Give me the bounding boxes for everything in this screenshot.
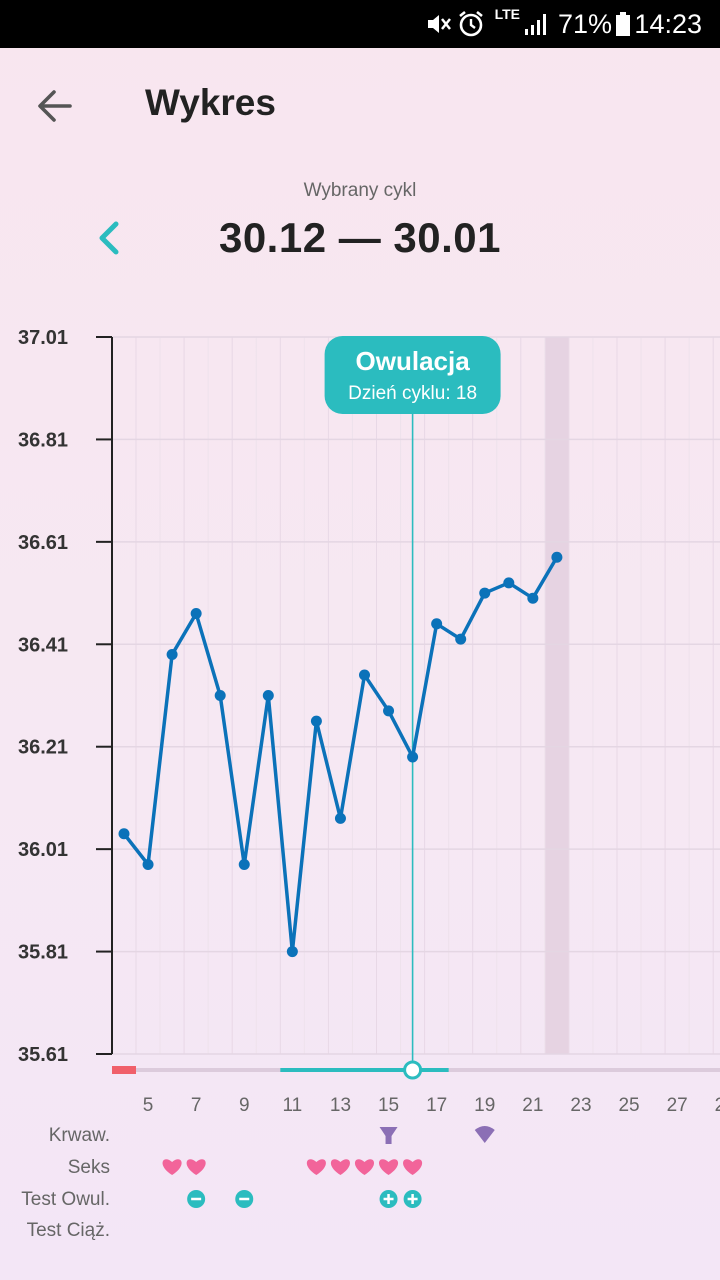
ovulation-subtitle: Dzień cyklu: 18 <box>348 383 477 404</box>
ovulation-tooltip: Owulacja Dzień cyklu: 18 <box>324 336 501 414</box>
temperature-point <box>551 551 563 563</box>
x-tick-label: 11 <box>282 1095 302 1116</box>
temperature-point <box>527 592 539 604</box>
x-tick-label: 25 <box>618 1095 639 1116</box>
x-tick-label: 27 <box>667 1095 688 1116</box>
x-tick-label: 9 <box>239 1095 250 1116</box>
app-bar: Wykres <box>0 48 720 160</box>
y-tick-label: 36.81 <box>18 429 68 451</box>
battery-icon <box>616 12 630 36</box>
x-tick-label: 23 <box>570 1095 591 1116</box>
heart-icon <box>354 1159 375 1175</box>
bleeding-icon <box>474 1126 495 1143</box>
ovulation-tooltip-bg <box>324 336 501 414</box>
signal-icon <box>525 14 546 35</box>
heart-icon <box>403 1159 423 1175</box>
y-tick-label: 36.01 <box>18 839 68 861</box>
network-type: LTE <box>494 6 520 22</box>
battery-percentage: 71% <box>557 9 612 39</box>
temperature-point <box>190 608 202 620</box>
ovulation-title: Owulacja <box>356 346 471 376</box>
temperature-point <box>262 690 274 701</box>
clock: 14:23 <box>634 9 702 39</box>
temperature-point <box>310 715 322 727</box>
x-tick-label: 29 <box>715 1095 720 1116</box>
bleeding-icon <box>379 1127 398 1144</box>
x-tick-label: 5 <box>143 1095 154 1116</box>
y-tick-label: 36.41 <box>18 634 68 656</box>
temperature-point <box>359 669 370 681</box>
temperature-point <box>431 618 443 630</box>
temperature-point <box>214 690 226 701</box>
heart-icon <box>330 1159 351 1175</box>
temperature-line <box>122 556 559 954</box>
temperature-point <box>455 633 467 645</box>
row-label-ovulation-test: Test Owul. <box>21 1189 110 1210</box>
temperature-point <box>118 828 130 840</box>
temperature-point <box>503 577 515 589</box>
temperature-point <box>383 705 395 717</box>
arrow-left-icon[interactable] <box>30 84 82 128</box>
status-bar: LTE 71% 14:23 <box>0 0 720 48</box>
x-tick-label: 17 <box>426 1095 447 1116</box>
cycle-label: Wybrany cykl <box>303 180 417 201</box>
x-tick-label: 19 <box>474 1095 495 1116</box>
x-tick-label: 7 <box>191 1095 202 1116</box>
temperature-point <box>166 649 178 661</box>
x-tick-label: 13 <box>330 1095 351 1116</box>
temperature-point <box>142 859 154 871</box>
y-tick-label: 35.61 <box>18 1044 68 1066</box>
chevron-left-icon[interactable] <box>92 218 128 258</box>
row-label-bleeding: Krwaw. <box>48 1125 110 1146</box>
temperature-point <box>334 812 346 824</box>
y-tick-label: 35.81 <box>18 942 68 964</box>
temperature-point <box>286 946 298 958</box>
heart-icon <box>162 1159 182 1175</box>
x-tick-label: 15 <box>378 1095 399 1116</box>
page-title: Wykres <box>145 82 276 123</box>
heart-icon <box>186 1159 206 1175</box>
ovulation-day-marker <box>403 1060 423 1080</box>
cycle-range: 30.12 — 30.01 <box>218 214 502 261</box>
heart-icon <box>306 1159 326 1175</box>
row-label-pregnancy-test: Test Ciąż. <box>26 1220 110 1241</box>
daily-markers <box>162 1126 495 1208</box>
y-tick-label: 36.61 <box>18 532 68 554</box>
row-label-sex: Seks <box>67 1157 110 1178</box>
temperature-point <box>479 587 491 599</box>
temperature-chart[interactable]: 37.01 36.81 36.61 36.41 36.21 36.01 35.81 35.61… <box>0 320 720 1140</box>
y-tick-label: 36.21 <box>18 737 68 759</box>
temperature-point <box>238 859 250 871</box>
mute-icon <box>428 15 451 33</box>
period-day-marker <box>112 1066 136 1074</box>
highlight-day-column <box>544 337 569 1054</box>
y-tick-label: 37.01 <box>18 327 68 349</box>
alarm-icon <box>459 10 483 37</box>
x-tick-label: 21 <box>522 1095 543 1116</box>
heart-icon <box>378 1159 399 1175</box>
temperature-point <box>407 751 419 763</box>
